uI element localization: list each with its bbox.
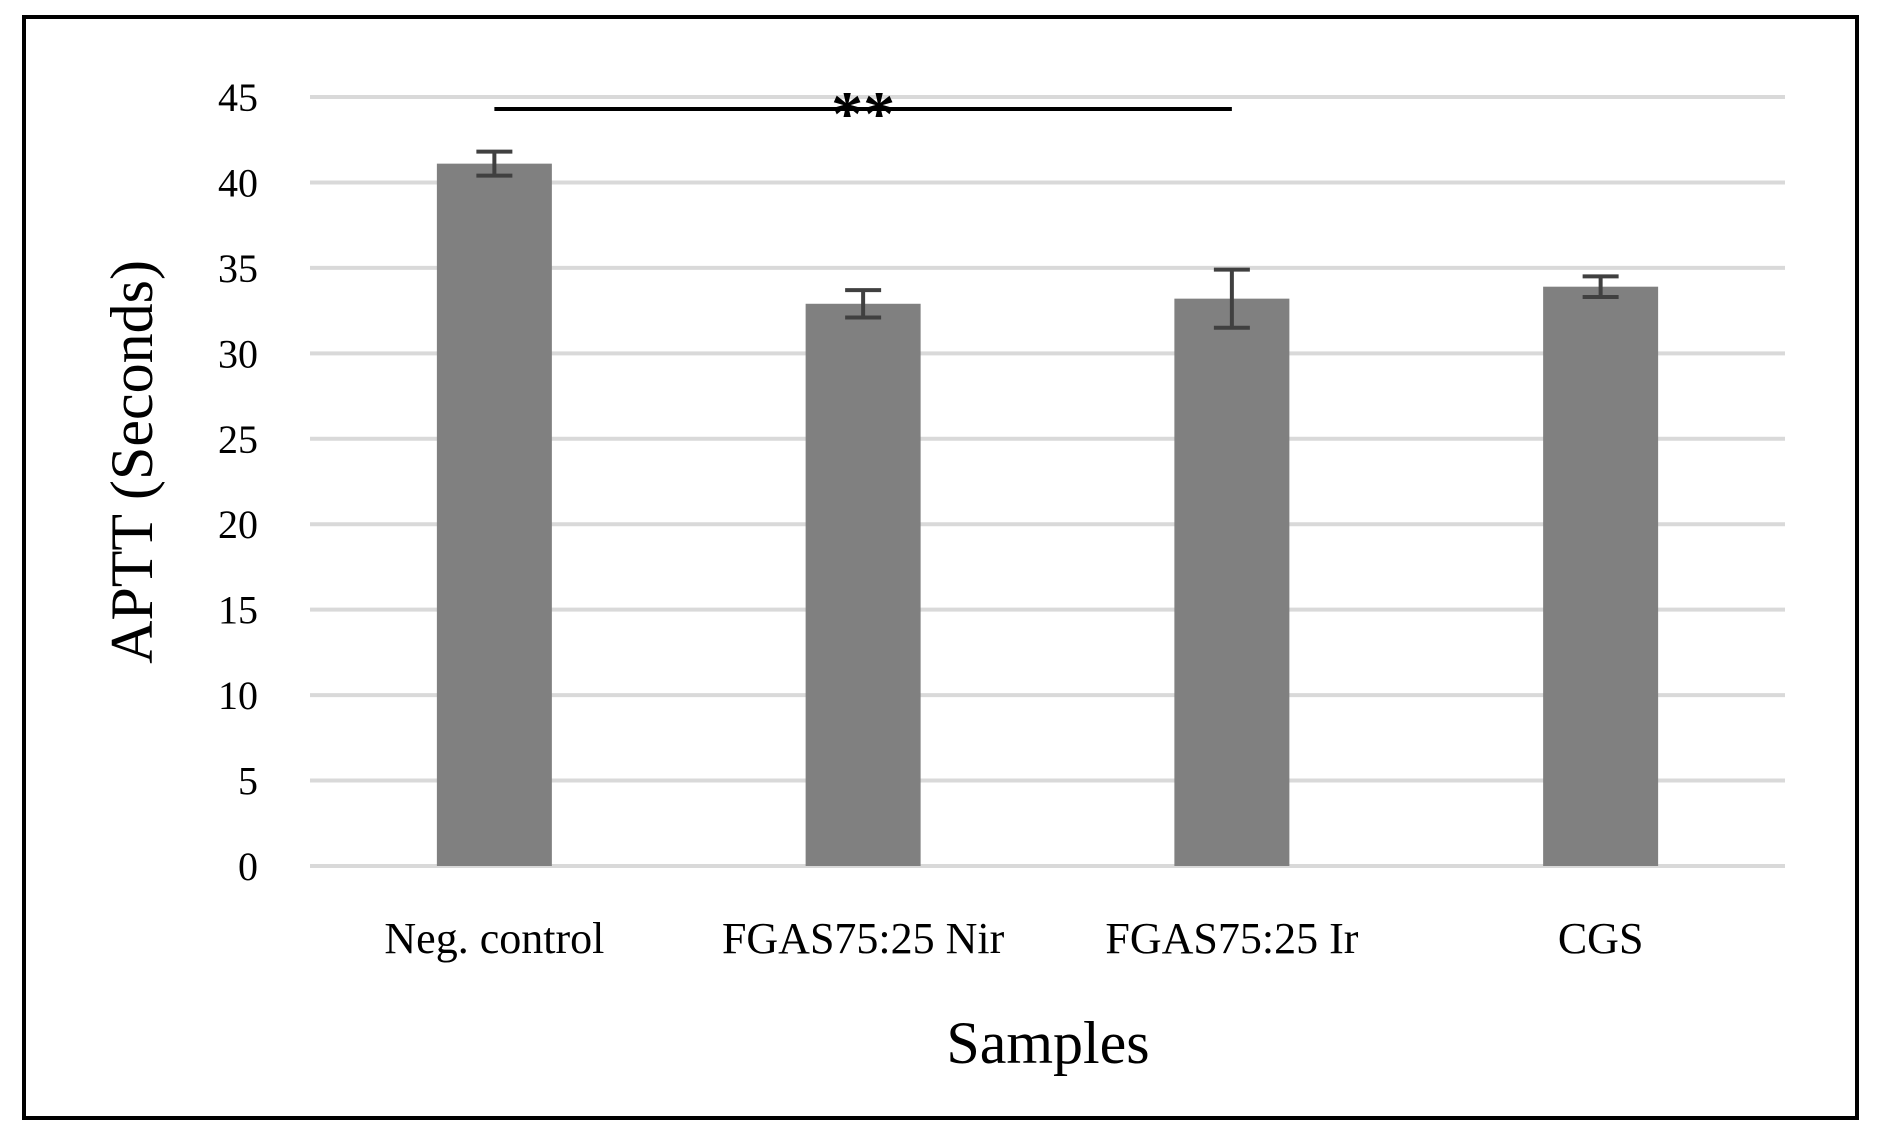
y-tick-label: 5 <box>238 759 258 804</box>
chart-frame <box>22 15 1859 1120</box>
y-tick-label: 20 <box>218 502 258 547</box>
y-tick-label: 30 <box>218 331 258 376</box>
x-category-label: FGAS75:25 Ir <box>1105 914 1358 963</box>
y-tick-label: 25 <box>218 417 258 462</box>
y-tick-label: 15 <box>218 588 258 633</box>
bar <box>1174 298 1290 866</box>
y-tick-label: 40 <box>218 160 258 205</box>
significance-label: ** <box>831 78 895 149</box>
bar <box>1543 286 1659 867</box>
error-bar <box>1213 267 1250 330</box>
x-category-label: Neg. control <box>384 914 604 963</box>
x-category-label: CGS <box>1558 914 1644 963</box>
bar <box>805 303 921 867</box>
error-bar <box>1582 274 1619 299</box>
y-axis-title: APTT (Seconds) <box>99 260 165 664</box>
error-bar <box>845 288 882 320</box>
bars <box>436 163 1659 867</box>
error-bars <box>476 149 1619 330</box>
x-axis-title: Samples <box>946 1010 1149 1076</box>
y-tick-label: 0 <box>238 844 258 889</box>
y-axis-ticks: 0 5 10 15 20 25 30 35 40 45 <box>218 75 258 889</box>
x-axis-categories: Neg. control FGAS75:25 Nir FGAS75:25 Ir CGS <box>384 914 1643 963</box>
error-bar <box>476 149 513 178</box>
y-tick-label: 35 <box>218 246 258 291</box>
y-tick-label: 10 <box>218 673 258 718</box>
bar <box>436 163 552 866</box>
x-category-label: FGAS75:25 Nir <box>722 914 1005 963</box>
significance-annotation: ** <box>494 78 1232 149</box>
y-tick-label: 45 <box>218 75 258 120</box>
grid-lines <box>310 95 1785 868</box>
